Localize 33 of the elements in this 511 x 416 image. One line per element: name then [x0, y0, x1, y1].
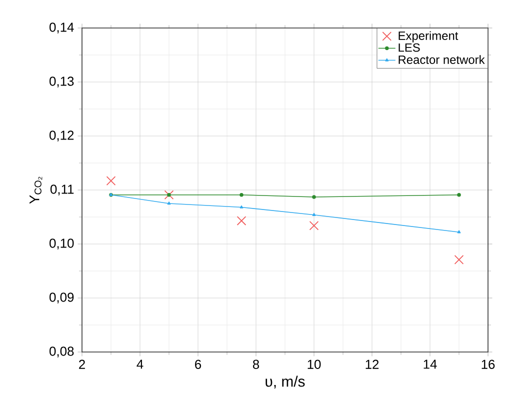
x-tick-label: 6 — [195, 360, 202, 369]
x-axis-title: υ, m/s — [266, 376, 305, 389]
x-tick-label: 2 — [79, 360, 85, 369]
legend-label: Reactor network — [398, 55, 485, 64]
y-tick-label: 0,13 — [50, 76, 74, 88]
point — [164, 190, 174, 200]
point — [167, 192, 171, 197]
point — [167, 202, 171, 205]
point — [457, 230, 461, 234]
y-tick-label: 0,14 — [50, 22, 74, 34]
x-tick-label: 14 — [424, 360, 437, 369]
point — [236, 216, 246, 226]
y-tick-label: 0,08 — [50, 346, 74, 358]
point — [309, 220, 319, 230]
point — [457, 192, 461, 197]
y-tick-label: 0,11 — [50, 184, 74, 196]
point — [240, 205, 244, 208]
y-tick-label: 0,09 — [50, 292, 74, 304]
point — [312, 212, 316, 216]
x-tick-label: 16 — [482, 360, 495, 369]
x-tick-label: 8 — [252, 360, 260, 369]
x-tick-label: 10 — [308, 360, 321, 369]
x-tick-label: 4 — [136, 360, 144, 369]
y-tick-label: 0,12 — [50, 130, 74, 142]
y-tick-label: 0,10 — [50, 238, 74, 250]
y-axis-title: Y$_{CO₂}$ — [30, 176, 42, 204]
point — [312, 195, 316, 199]
legend-label: Experiment — [398, 31, 458, 42]
x-tick-label: 12 — [366, 360, 379, 369]
legend-label: LES — [398, 43, 420, 52]
point — [106, 176, 116, 186]
point — [454, 254, 464, 264]
point — [240, 192, 244, 197]
